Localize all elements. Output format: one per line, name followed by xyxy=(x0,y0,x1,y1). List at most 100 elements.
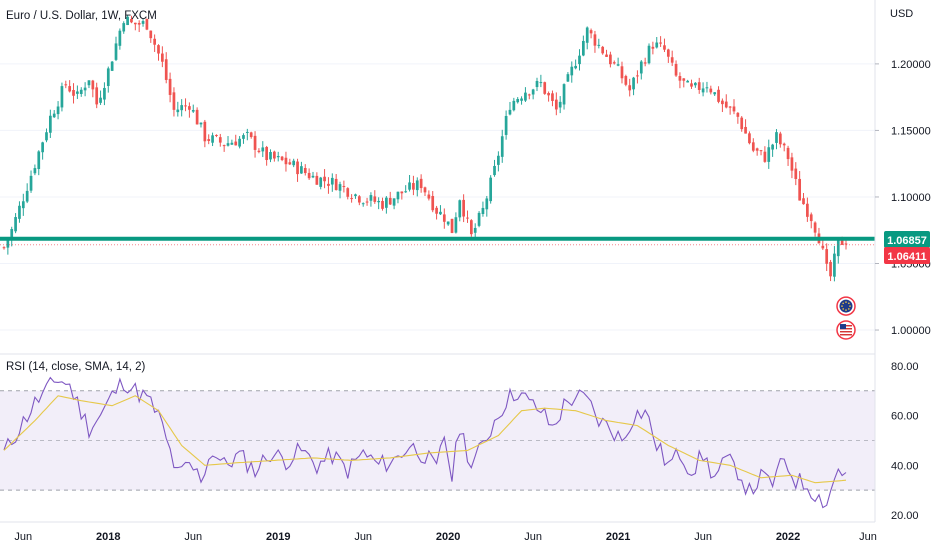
candle-body xyxy=(605,54,608,57)
candle-body xyxy=(33,168,37,174)
candle-body xyxy=(497,155,500,165)
rsi-title: RSI (14, close, SMA, 14, 2) xyxy=(6,361,146,373)
candle-body xyxy=(724,101,728,108)
candle-body xyxy=(551,93,554,101)
price-pill-text: 1.06857 xyxy=(887,235,927,247)
candle-body xyxy=(269,152,272,160)
candle-body xyxy=(361,203,365,205)
price-pill: 1.06857 xyxy=(884,231,930,248)
candle-body xyxy=(242,135,245,139)
candle-body xyxy=(666,49,670,57)
candle-body xyxy=(400,191,404,194)
event-markers[interactable] xyxy=(836,296,856,340)
candle-body xyxy=(833,253,836,277)
candle-body xyxy=(597,44,601,46)
candle-body xyxy=(273,151,276,159)
candle-body xyxy=(288,162,292,165)
candle-body xyxy=(825,249,829,264)
candle-body xyxy=(481,207,485,214)
candle-body xyxy=(778,133,782,145)
candle-body xyxy=(164,59,168,80)
candle-body xyxy=(578,55,581,65)
candle-body xyxy=(516,99,520,103)
candle-body xyxy=(593,34,597,46)
time-axis[interactable]: Jun 2018 Jun 2019 Jun 2020 Jun 2021 Jun 2022 Jun xyxy=(14,531,876,543)
candle-body xyxy=(350,198,353,200)
candle-body xyxy=(29,175,33,191)
candle-body xyxy=(690,83,693,87)
candle-body xyxy=(76,91,79,94)
candle-body xyxy=(369,195,373,201)
candle-body xyxy=(52,113,56,118)
candle-body xyxy=(763,151,767,162)
price-axis-label: 1.10000 xyxy=(891,192,931,204)
candle-body xyxy=(381,200,384,209)
price-horizontal-line[interactable] xyxy=(0,236,875,246)
candle-body xyxy=(238,138,241,147)
candle-body xyxy=(454,217,458,233)
price-grid xyxy=(0,63,875,331)
candle-body xyxy=(195,109,199,125)
candle-body xyxy=(721,100,724,105)
candle-body xyxy=(643,62,647,64)
candle-body xyxy=(385,197,388,208)
candle-body xyxy=(632,77,635,90)
eu-flag-icon[interactable] xyxy=(836,296,856,316)
candle-body xyxy=(122,23,126,32)
candle-body xyxy=(775,132,778,143)
candle-body xyxy=(110,61,114,71)
candle-body xyxy=(126,16,129,26)
time-axis-label: Jun xyxy=(184,531,202,543)
rsi-axis-label: 60.00 xyxy=(891,411,919,423)
candle-body xyxy=(535,80,539,88)
candle-body xyxy=(79,89,83,95)
time-axis-label: 2019 xyxy=(266,531,290,543)
candle-body xyxy=(408,182,411,190)
candle-body xyxy=(539,82,543,84)
candle-body xyxy=(83,87,87,91)
candle-body xyxy=(157,45,160,54)
candle-body xyxy=(191,110,195,112)
candle-body xyxy=(659,42,662,44)
candle-body xyxy=(145,19,149,30)
candle-body xyxy=(423,187,427,193)
candle-body xyxy=(357,196,361,203)
candle-body xyxy=(759,150,763,152)
candle-body xyxy=(203,121,207,142)
candle-body xyxy=(315,175,319,185)
candle-body xyxy=(265,146,268,161)
candle-body xyxy=(215,134,218,136)
candle-body xyxy=(601,46,605,54)
candle-body xyxy=(655,42,659,48)
candle-body xyxy=(307,172,311,179)
candle-body xyxy=(636,75,639,77)
candle-body xyxy=(686,80,689,83)
candle-body xyxy=(612,62,616,64)
candle-body xyxy=(118,30,122,46)
candle-body xyxy=(207,139,211,141)
us-flag-icon[interactable] xyxy=(836,320,856,340)
time-axis-label: Jun xyxy=(694,531,712,543)
rsi-axis[interactable]: 80.00 60.00 40.00 20.00 xyxy=(891,361,919,522)
candle-body xyxy=(705,87,709,89)
candle-body xyxy=(616,64,620,66)
candle-body xyxy=(473,227,477,233)
candle-body xyxy=(647,45,651,64)
candle-body xyxy=(176,109,180,113)
candle-body xyxy=(60,86,64,108)
candle-body xyxy=(678,76,682,81)
candle-body xyxy=(415,180,419,191)
candle-body xyxy=(527,94,531,96)
candle-body xyxy=(508,109,512,115)
candle-body xyxy=(794,168,798,179)
candle-body xyxy=(211,135,214,143)
candle-body xyxy=(137,22,141,25)
candle-body xyxy=(6,239,10,248)
candle-body xyxy=(628,85,632,91)
currency-label: USD xyxy=(890,8,913,20)
candle-body xyxy=(2,247,6,249)
candle-body xyxy=(651,46,655,49)
candle-body xyxy=(813,222,817,233)
